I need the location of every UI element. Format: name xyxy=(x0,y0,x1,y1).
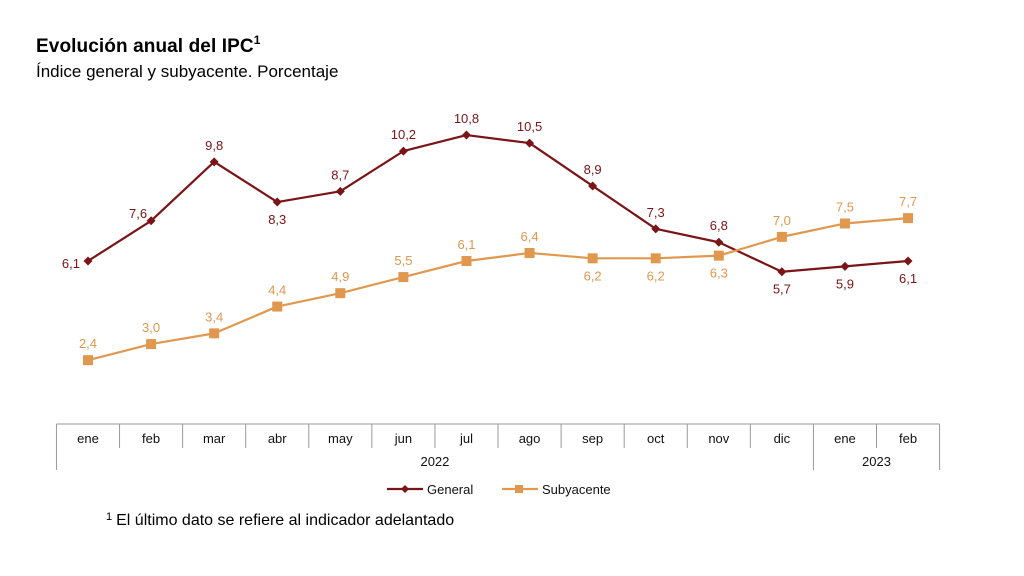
x-tick-label: dic xyxy=(774,431,791,446)
data-label-general: 6,1 xyxy=(899,271,917,286)
year-label: 2023 xyxy=(862,454,891,469)
legend-label-subyacente: Subyacente xyxy=(542,482,611,497)
footnote-text: El último dato se refiere al indicador a… xyxy=(116,512,455,529)
data-label-general: 6,8 xyxy=(710,218,728,233)
x-tick-label: abr xyxy=(268,431,287,446)
data-point-general xyxy=(398,146,408,156)
data-label-general: 9,8 xyxy=(205,138,223,153)
chart-subtitle: Índice general y subyacente. Porcentaje xyxy=(36,62,339,81)
data-label-general: 8,3 xyxy=(268,212,286,227)
legend: General Subyacente xyxy=(387,482,611,497)
series-lines xyxy=(87,133,909,362)
data-label-subyacente: 5,5 xyxy=(394,253,412,268)
data-label-subyacente: 3,0 xyxy=(142,320,160,335)
x-tick-label: oct xyxy=(647,431,665,446)
x-tick-label: feb xyxy=(899,431,917,446)
data-labels: 6,1 7,6 9,8 8,3 8,7 10,2 10,8 10,5 8,9 7,3 6,8 5,7 5… xyxy=(62,111,917,351)
data-label-subyacente: 7,5 xyxy=(836,199,854,214)
legend-label-general: General xyxy=(427,482,473,497)
data-point-subyacente xyxy=(587,253,598,264)
data-point-subyacente xyxy=(839,218,850,229)
footnote: 1 El último dato se refiere al indicador … xyxy=(106,511,455,530)
data-point-subyacente xyxy=(146,339,157,350)
data-point-general xyxy=(651,224,661,234)
data-label-subyacente: 4,9 xyxy=(331,269,349,284)
data-point-subyacente xyxy=(524,247,535,258)
data-label-subyacente: 6,2 xyxy=(647,268,665,283)
title-footnote-mark: 1 xyxy=(253,33,261,47)
data-label-subyacente: 4,4 xyxy=(268,283,286,298)
data-point-general xyxy=(146,216,156,226)
data-point-subyacente xyxy=(713,250,724,261)
x-tick-label: ago xyxy=(519,431,541,446)
x-tick-label: feb xyxy=(142,431,160,446)
data-label-general: 8,9 xyxy=(584,162,602,177)
x-tick-label: sep xyxy=(582,431,603,446)
data-point-general xyxy=(272,197,282,207)
data-point-general xyxy=(209,157,219,167)
x-tick-label: jun xyxy=(394,431,412,446)
series-markers xyxy=(83,130,914,366)
data-point-general xyxy=(903,256,913,266)
x-tick-label: jul xyxy=(459,431,473,446)
data-label-subyacente: 6,1 xyxy=(457,237,475,252)
data-point-subyacente xyxy=(461,256,472,266)
data-label-general: 7,6 xyxy=(129,206,147,221)
data-label-general: 7,3 xyxy=(647,205,665,220)
footnote-mark: 1 xyxy=(106,511,113,523)
x-tick-label: nov xyxy=(708,431,729,446)
data-point-subyacente xyxy=(272,301,283,312)
data-point-subyacente xyxy=(209,328,220,339)
data-label-general: 5,9 xyxy=(836,276,854,291)
data-label-general: 10,2 xyxy=(391,127,416,142)
data-point-subyacente xyxy=(83,355,93,366)
x-tick-label: may xyxy=(328,431,353,446)
data-label-subyacente: 7,0 xyxy=(773,213,791,228)
data-point-general xyxy=(840,261,850,271)
x-tick-label: ene xyxy=(77,431,99,446)
data-label-general: 10,8 xyxy=(454,111,479,126)
year-label: 2022 xyxy=(420,454,449,469)
data-point-subyacente xyxy=(776,231,787,242)
data-point-general xyxy=(588,181,598,191)
data-point-subyacente xyxy=(335,288,346,299)
x-tick-label: ene xyxy=(834,431,856,446)
x-axis: ene feb mar abr may jun jul ago sep oct nov dic ene f… xyxy=(55,423,941,470)
x-tick-label: mar xyxy=(203,431,226,446)
data-label-general: 5,7 xyxy=(773,282,791,297)
data-label-subyacente: 6,3 xyxy=(710,266,728,281)
data-label-general: 10,5 xyxy=(517,119,542,134)
chart-title-text: Evolución anual del IPC xyxy=(36,36,254,57)
data-label-subyacente: 6,2 xyxy=(584,268,602,283)
data-point-subyacente xyxy=(650,253,661,264)
data-point-general xyxy=(777,267,787,277)
data-label-subyacente: 6,4 xyxy=(521,229,539,244)
series-line-general xyxy=(87,133,909,273)
data-point-general xyxy=(461,130,471,140)
data-label-subyacente: 2,4 xyxy=(79,336,97,351)
data-label-subyacente: 7,7 xyxy=(899,194,917,209)
chart-title: Evolución anual del IPC1 xyxy=(36,33,261,58)
data-point-general xyxy=(335,186,345,196)
data-label-subyacente: 3,4 xyxy=(205,309,223,324)
series-line-subyacente xyxy=(87,217,909,362)
data-point-general xyxy=(83,256,93,266)
data-point-general xyxy=(525,138,535,148)
legend-marker-general xyxy=(401,485,409,493)
data-point-general xyxy=(714,237,724,247)
data-label-general: 6,1 xyxy=(62,256,80,271)
legend-marker-subyacente xyxy=(515,485,523,493)
data-point-subyacente xyxy=(398,272,409,283)
data-point-subyacente xyxy=(903,213,914,224)
data-label-general: 8,7 xyxy=(331,167,349,182)
